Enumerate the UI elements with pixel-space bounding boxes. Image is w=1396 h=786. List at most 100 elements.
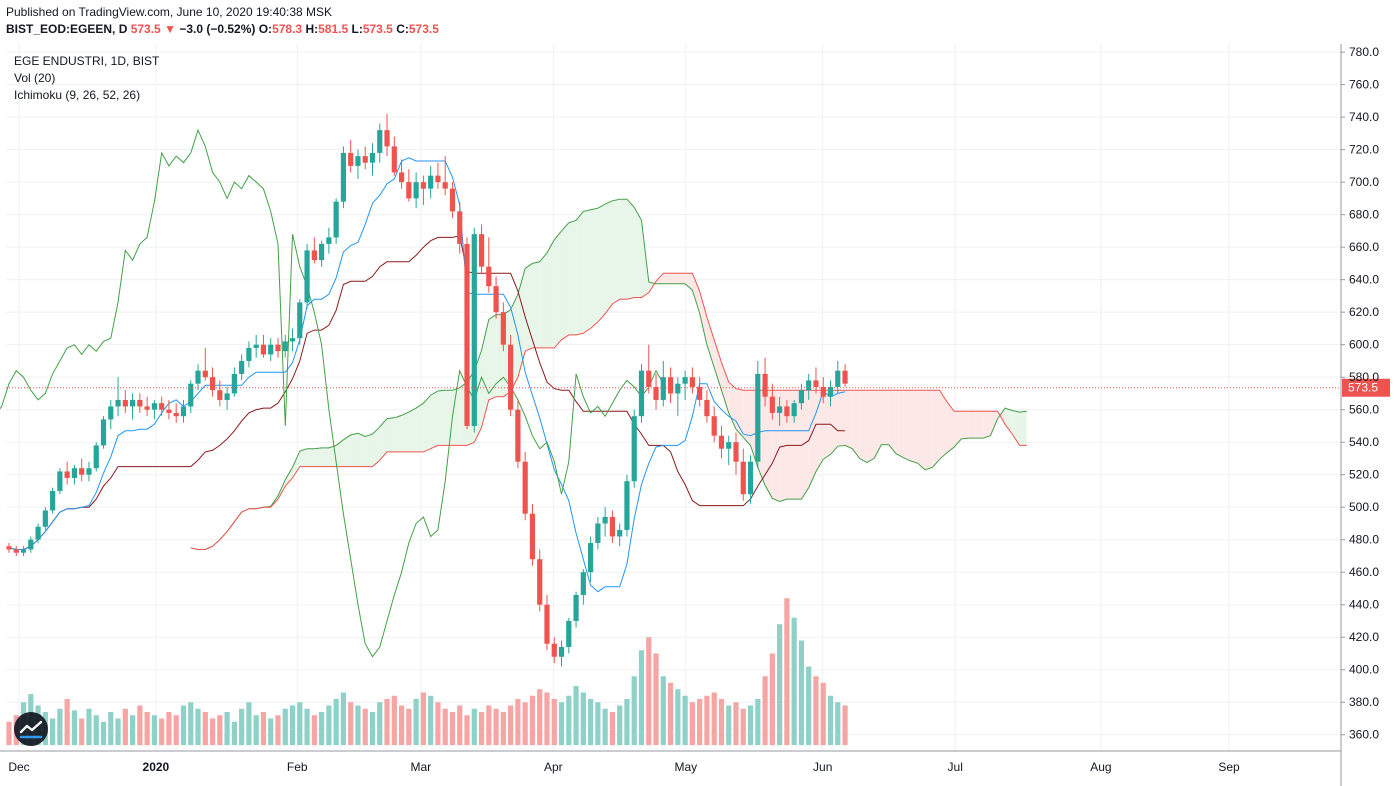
cloud-segment bbox=[357, 433, 366, 467]
candle-body bbox=[319, 243, 325, 261]
volume-bar bbox=[675, 689, 681, 746]
candle-body bbox=[253, 344, 259, 348]
lagging-span bbox=[0, 128, 664, 658]
cloud-segment bbox=[539, 252, 547, 348]
candle-body bbox=[304, 250, 310, 303]
candles bbox=[6, 113, 848, 667]
candle-body bbox=[333, 201, 339, 238]
volume-bar bbox=[195, 708, 201, 746]
volume-bar bbox=[224, 711, 230, 746]
cloud-segment bbox=[408, 408, 417, 452]
legend-ichimoku[interactable]: Ichimoku (9, 26, 52, 26) bbox=[14, 88, 141, 102]
volume-bar bbox=[384, 698, 390, 746]
cloud-segment bbox=[961, 411, 969, 439]
volume-bar bbox=[173, 715, 179, 746]
cloud-segment bbox=[874, 390, 882, 459]
candle-body bbox=[239, 360, 245, 374]
candle-body bbox=[697, 386, 703, 400]
y-tick-label: 700.0 bbox=[1349, 175, 1379, 189]
cloud-segment bbox=[888, 390, 896, 454]
candle-body bbox=[275, 344, 281, 352]
candle-body bbox=[842, 370, 848, 384]
y-tick-label: 640.0 bbox=[1349, 273, 1379, 287]
cloud-segment bbox=[663, 273, 671, 284]
candle-body bbox=[326, 237, 332, 244]
cloud-segment bbox=[954, 411, 962, 448]
volume-bar bbox=[202, 711, 208, 746]
volume-bar bbox=[471, 708, 477, 746]
cloud-segment bbox=[619, 199, 627, 300]
candle-body bbox=[827, 386, 834, 397]
last-price: 573.5 bbox=[130, 22, 161, 36]
cloud-segment bbox=[714, 339, 722, 391]
cloud-segment bbox=[285, 467, 293, 487]
volume-bar bbox=[442, 708, 448, 746]
legend-volume[interactable]: Vol (20) bbox=[14, 71, 56, 85]
candle-body bbox=[398, 172, 405, 183]
tradingview-logo-icon[interactable] bbox=[14, 712, 48, 746]
indicator-legend: EGE ENDUSTRI, 1D, BIST Vol (20) Ichimoku… bbox=[14, 53, 159, 104]
candle-body bbox=[617, 529, 623, 537]
candle-body bbox=[667, 377, 674, 394]
cloud-segment bbox=[634, 207, 642, 298]
candle-body bbox=[777, 406, 783, 413]
volume-bar bbox=[129, 715, 136, 746]
volume-bar bbox=[682, 695, 688, 746]
cloud-segment bbox=[866, 390, 875, 463]
cloud-segment bbox=[983, 411, 991, 439]
volume-bar bbox=[311, 715, 317, 746]
cloud-segment bbox=[925, 390, 933, 470]
candle-body bbox=[122, 399, 128, 407]
candle-body bbox=[442, 182, 448, 189]
cloud-segment bbox=[605, 200, 613, 314]
candle-body bbox=[835, 370, 841, 387]
candle-body bbox=[202, 370, 208, 378]
cloud-segment bbox=[1004, 408, 1013, 435]
cloud-segment bbox=[845, 390, 853, 449]
candle-body bbox=[246, 347, 252, 361]
volume-bar bbox=[595, 702, 601, 746]
candle-body bbox=[268, 344, 274, 355]
high-value: 581.5 bbox=[318, 22, 349, 36]
y-tick-label: 360.0 bbox=[1349, 728, 1379, 742]
volume-bar bbox=[573, 685, 579, 746]
candle-body bbox=[188, 383, 194, 407]
y-tick-label: 380.0 bbox=[1349, 695, 1379, 709]
candle-body bbox=[224, 393, 230, 400]
volume-bar bbox=[806, 666, 812, 746]
candle-body bbox=[529, 513, 536, 560]
candle-body bbox=[624, 481, 630, 530]
volume-bar bbox=[319, 711, 325, 746]
cloud-segment bbox=[430, 390, 438, 449]
volume-bar bbox=[326, 705, 332, 746]
close-label: C: bbox=[396, 22, 409, 36]
volume-bar bbox=[486, 705, 492, 746]
volume-bar bbox=[137, 705, 143, 746]
cloud-segment bbox=[670, 273, 678, 284]
volume-bar bbox=[275, 715, 281, 746]
candle-body bbox=[762, 373, 768, 397]
volume-bar bbox=[239, 708, 245, 746]
candle-body bbox=[180, 406, 187, 417]
candle-body bbox=[420, 182, 426, 189]
volume-bar bbox=[457, 705, 463, 746]
volume-bar bbox=[718, 698, 725, 746]
volume-bar bbox=[624, 698, 630, 746]
cloud-segment bbox=[975, 411, 984, 439]
candle-body bbox=[573, 594, 579, 621]
legend-title[interactable]: EGE ENDUSTRI, 1D, BIST bbox=[14, 54, 160, 68]
candle-body bbox=[478, 234, 485, 267]
volume-bar bbox=[71, 710, 78, 746]
cloud-segment bbox=[445, 390, 453, 446]
volume-bar bbox=[166, 711, 172, 746]
cloud-segment bbox=[387, 417, 395, 452]
volume-bar bbox=[369, 711, 376, 746]
cloud-segment bbox=[692, 273, 700, 313]
leading-span-b bbox=[190, 272, 1027, 550]
cloud-segment bbox=[626, 199, 635, 300]
volume-bar bbox=[820, 682, 826, 746]
volume-bar bbox=[398, 705, 405, 746]
volume-bar bbox=[159, 718, 165, 746]
cloud-segment bbox=[372, 426, 380, 467]
